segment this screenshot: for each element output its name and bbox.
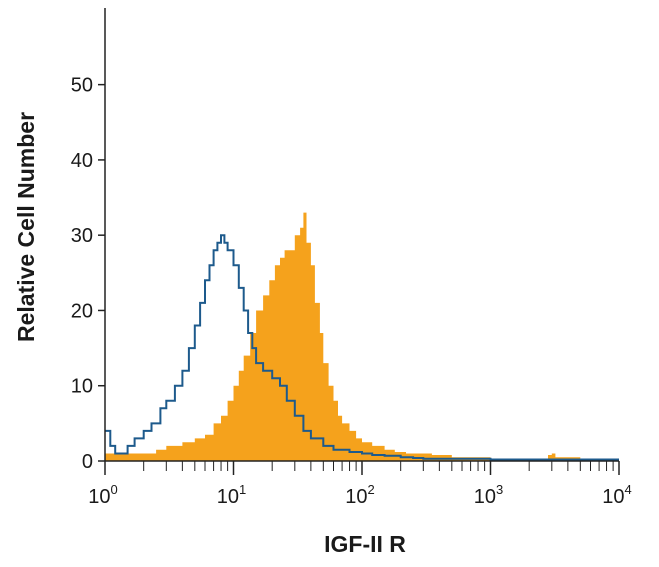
y-tick-label: 50 [71,75,93,97]
x-axis-title: IGF-II R [324,531,406,557]
y-tick-label: 40 [71,150,93,172]
series-outline-histogram [105,234,619,461]
plot-area [105,212,619,461]
x-tick-label: 100 [88,482,117,508]
y-tick-label: 0 [82,451,93,473]
x-tick-label: 103 [474,482,503,508]
y-tick-label: 30 [71,225,93,247]
x-tick-label: 104 [602,482,631,508]
series-filled-histogram [105,212,619,461]
y-tick-label: 20 [71,300,93,322]
x-tick-label: 102 [345,482,374,508]
x-tick-label: 101 [217,482,246,508]
y-axis-title: Relative Cell Number [13,112,39,342]
y-axis-ticks: 0 10 20 30 40 50 [71,75,105,473]
y-tick-label: 10 [71,376,93,398]
x-axis-ticks: 100 101 102 103 104 [88,461,632,508]
axes [104,8,619,462]
